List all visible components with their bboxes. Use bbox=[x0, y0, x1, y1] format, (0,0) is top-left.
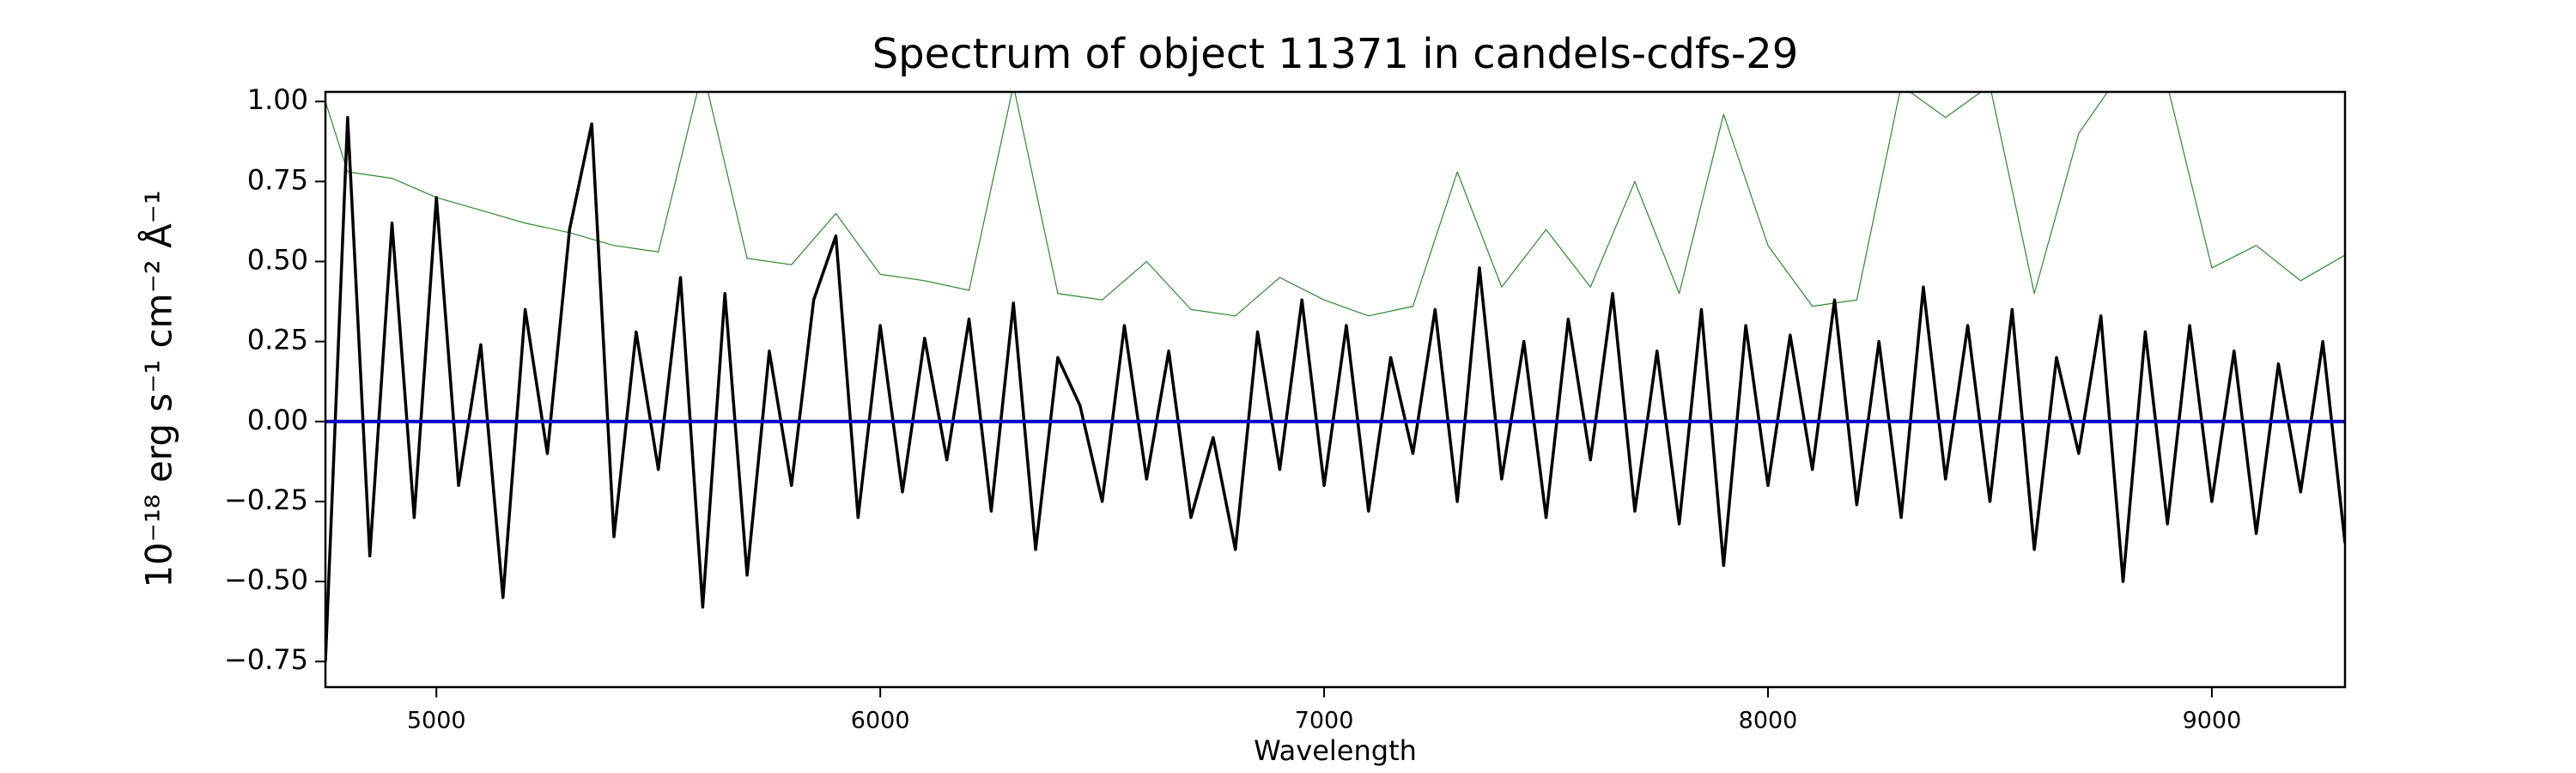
y-tick-label: 1.00 bbox=[247, 83, 308, 116]
chart-title: Spectrum of object 11371 in candels-cdfs… bbox=[872, 30, 1799, 78]
x-tick-label: 5000 bbox=[407, 708, 466, 734]
x-tick-label: 7000 bbox=[1295, 708, 1354, 734]
y-tick-label: 0.25 bbox=[247, 324, 308, 356]
y-axis-label: 10⁻¹⁸ erg s⁻¹ cm⁻² Å⁻¹ bbox=[137, 190, 180, 587]
y-tick-label: 0.75 bbox=[247, 163, 308, 196]
y-tick-label: −0.25 bbox=[224, 484, 308, 516]
spectrum-line bbox=[325, 92, 2345, 317]
x-tick-label: 9000 bbox=[2183, 708, 2242, 734]
y-tick-label: −0.50 bbox=[224, 563, 308, 596]
x-tick-label: 8000 bbox=[1739, 708, 1798, 734]
x-axis-label: Wavelength bbox=[1254, 734, 1417, 767]
y-tick-label: 0.00 bbox=[247, 404, 308, 436]
y-tick-label: 0.50 bbox=[247, 243, 308, 276]
plot-area bbox=[325, 92, 2345, 662]
spectrum-line bbox=[325, 116, 2345, 662]
axes-frame bbox=[324, 90, 2347, 689]
x-tick-label: 6000 bbox=[851, 708, 910, 734]
y-tick-label: −0.75 bbox=[224, 643, 308, 676]
